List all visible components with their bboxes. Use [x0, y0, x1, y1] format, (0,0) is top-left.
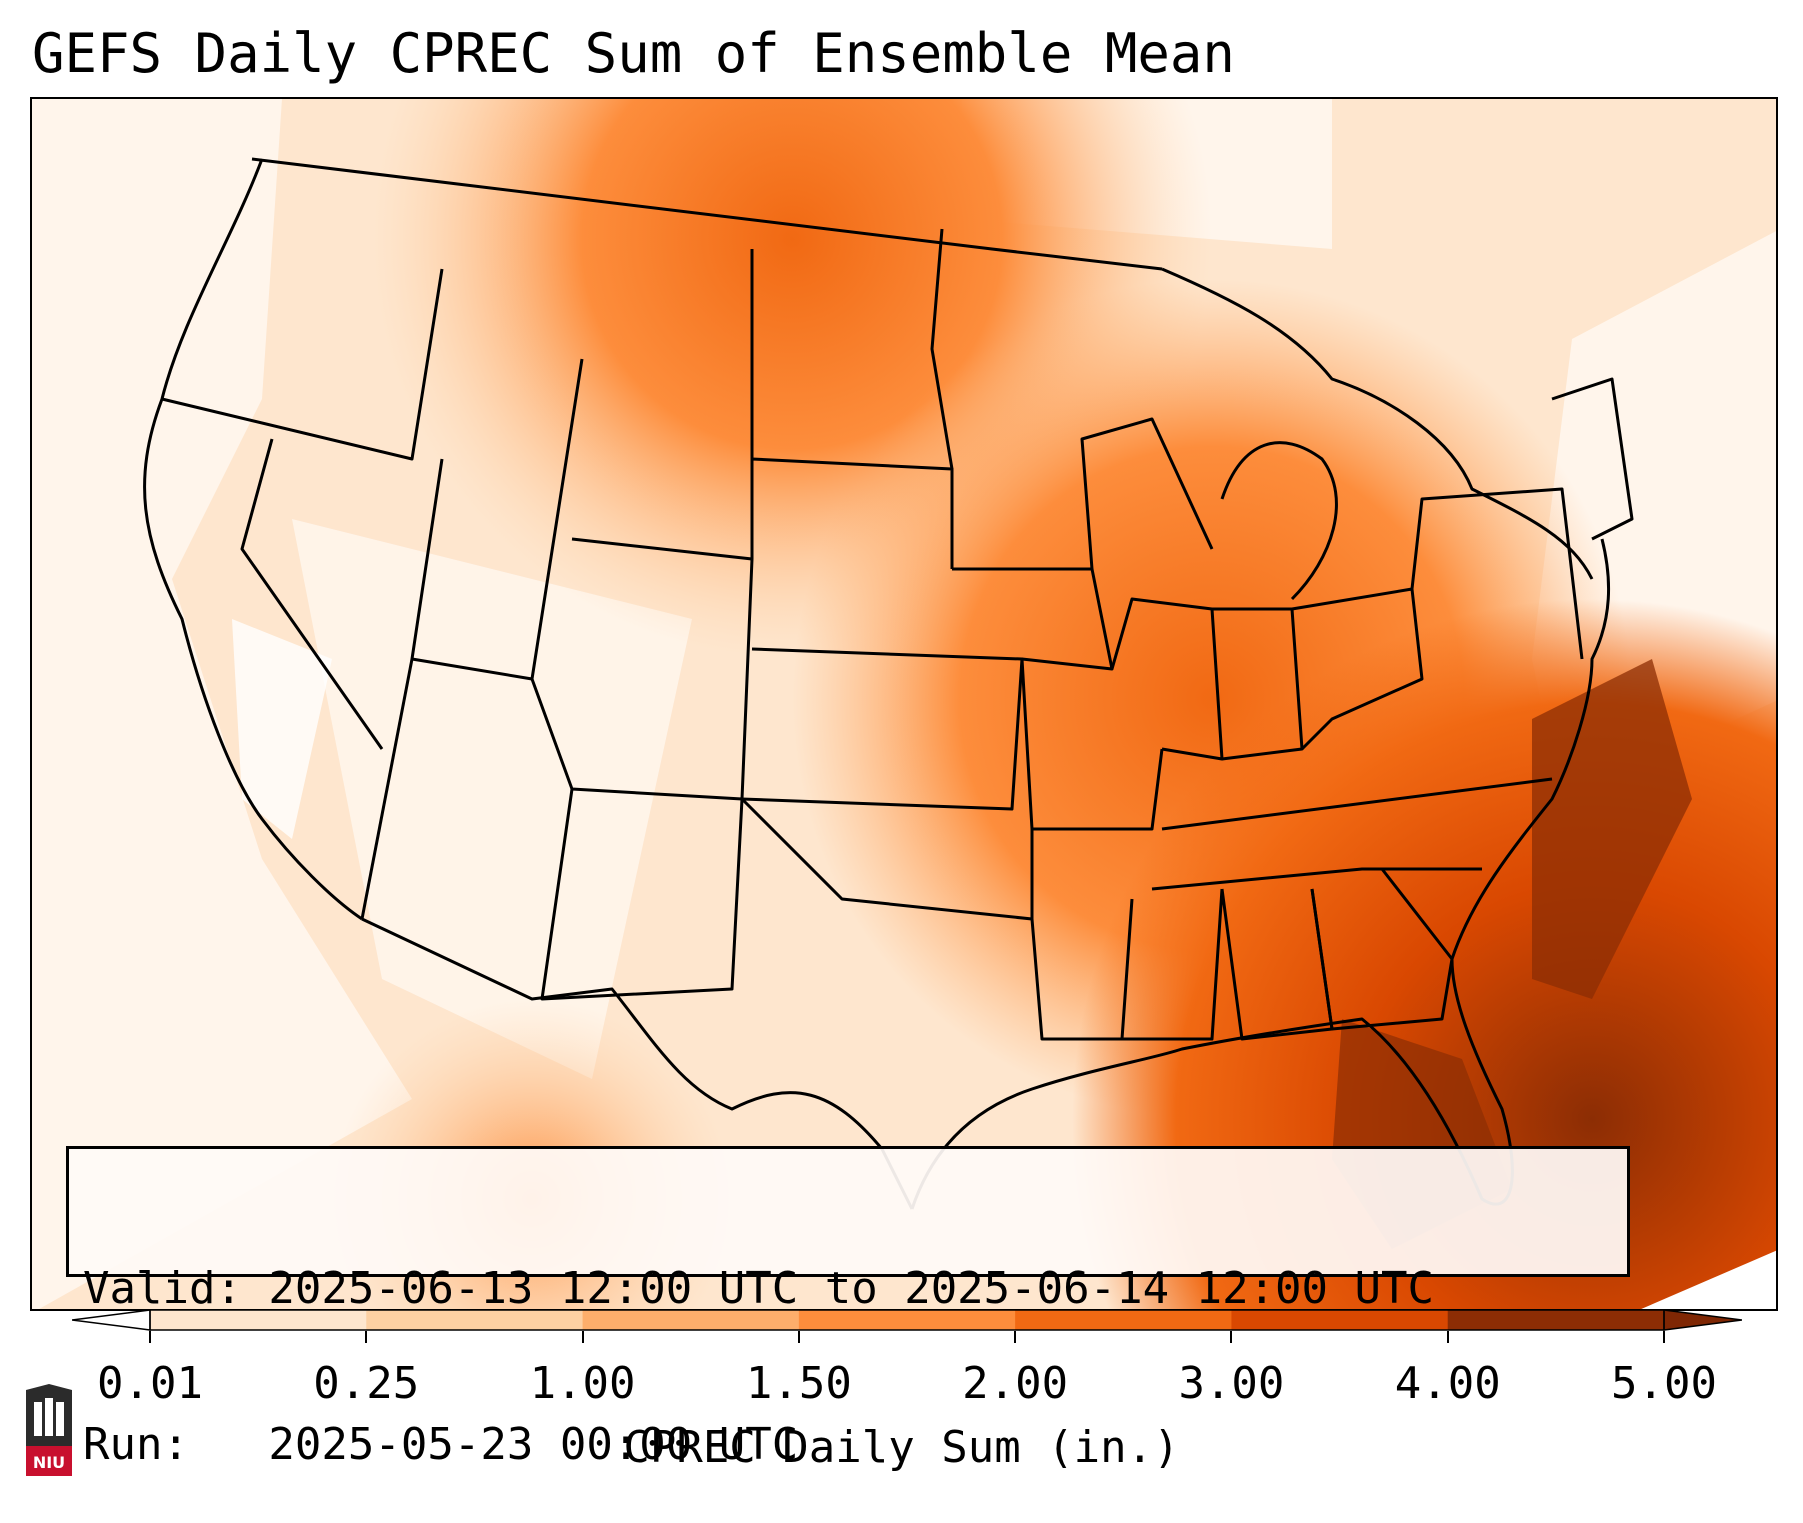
logo-text: NIU — [33, 1453, 65, 1472]
valid-time-text: Valid: 2025-06-13 12:00 UTC to 2025-06-1… — [83, 1263, 1435, 1314]
dakotas-border — [750, 228, 954, 470]
state-boundaries — [143, 157, 1634, 1210]
missouri-border — [1020, 658, 1164, 831]
colorbar-tick-mark — [1446, 1331, 1449, 1343]
pennsylvania-border — [1410, 487, 1584, 660]
kansas-border — [741, 647, 1024, 811]
niu-university-logo-icon: NIU — [26, 1384, 72, 1476]
colorbar-under-arrow — [72, 1309, 151, 1331]
colorbar-tick-mark — [581, 1331, 584, 1343]
colorbar-segment — [798, 1310, 1016, 1330]
tennessee-north — [1161, 777, 1553, 831]
map-canvas — [32, 99, 1776, 1309]
colorbar-segment — [582, 1310, 800, 1330]
utah-border — [410, 358, 584, 681]
out-of-domain-corner — [1641, 1250, 1776, 1309]
atlantic-max-core — [1532, 659, 1692, 999]
ohio-border — [1291, 587, 1424, 751]
colorbar-segment — [1015, 1310, 1232, 1330]
arizona-border — [360, 658, 414, 920]
georgia-border — [1310, 868, 1454, 1031]
oklahoma-border — [740, 797, 1034, 921]
colorbar-tick-label: 1.50 — [745, 1358, 852, 1409]
wisconsin-border — [1080, 417, 1214, 570]
colorbar-tick-mark — [1014, 1331, 1017, 1343]
colorbar-segment — [1231, 1310, 1449, 1330]
us-mexico-border — [361, 917, 914, 1210]
nevada-border — [240, 438, 384, 750]
colorbar-tick-label: 0.25 — [313, 1358, 420, 1409]
mississippi-border — [1120, 888, 1224, 1041]
indiana-border — [1212, 607, 1304, 761]
colorbar-tick-mark — [1230, 1331, 1233, 1343]
precipitation-map — [30, 97, 1778, 1311]
oregon-idaho — [161, 268, 444, 461]
new-england-border — [1551, 377, 1634, 541]
colorbar-segments — [150, 1310, 1665, 1330]
colorbar-tick-label: 1.00 — [529, 1358, 636, 1409]
colorbar-tick-label: 5.00 — [1611, 1358, 1717, 1409]
us-canada-border — [251, 157, 1163, 271]
colorbar-tick-label: 0.01 — [97, 1358, 203, 1409]
colorbar-over-arrow — [1663, 1309, 1742, 1331]
colorbar-tick-label: 3.00 — [1178, 1358, 1285, 1409]
colorbar-tick-mark — [797, 1331, 800, 1343]
west-coast — [143, 158, 363, 921]
colorbar-segment — [366, 1310, 584, 1330]
new-mexico-border — [540, 788, 744, 1001]
colorbar-label: CPREC Daily Sum (in.) — [623, 1422, 1180, 1473]
tennessee-south — [1151, 867, 1482, 891]
nebraska-south-dakota — [750, 457, 954, 569]
arkansas-louisiana — [1030, 918, 1132, 1041]
iowa-border — [952, 567, 1114, 671]
valid-run-info-box: Valid: 2025-06-13 12:00 UTC to 2025-06-1… — [66, 1146, 1630, 1470]
colorbar-outline — [149, 1309, 1665, 1331]
colorbar-tick-mark — [149, 1331, 151, 1343]
colorbar-tick-label: 2.00 — [962, 1358, 1069, 1409]
colorbar — [72, 1309, 1742, 1331]
colorbar-tick-label: 4.00 — [1394, 1358, 1501, 1409]
run-time-text: Run: 2025-05-23 00:00 UTC — [83, 1419, 799, 1470]
colorbar-segment — [150, 1310, 367, 1330]
colorbar-tick-mark — [365, 1331, 368, 1343]
michigan-shape — [1220, 441, 1338, 601]
colorbar-segment — [1447, 1310, 1665, 1330]
colorbar-tick-mark — [1663, 1331, 1665, 1343]
page-title: GEFS Daily CPREC Sum of Ensemble Mean — [32, 22, 1235, 85]
great-lakes-border — [1161, 267, 1594, 580]
southeast-heavy-rain — [32, 99, 1776, 1309]
